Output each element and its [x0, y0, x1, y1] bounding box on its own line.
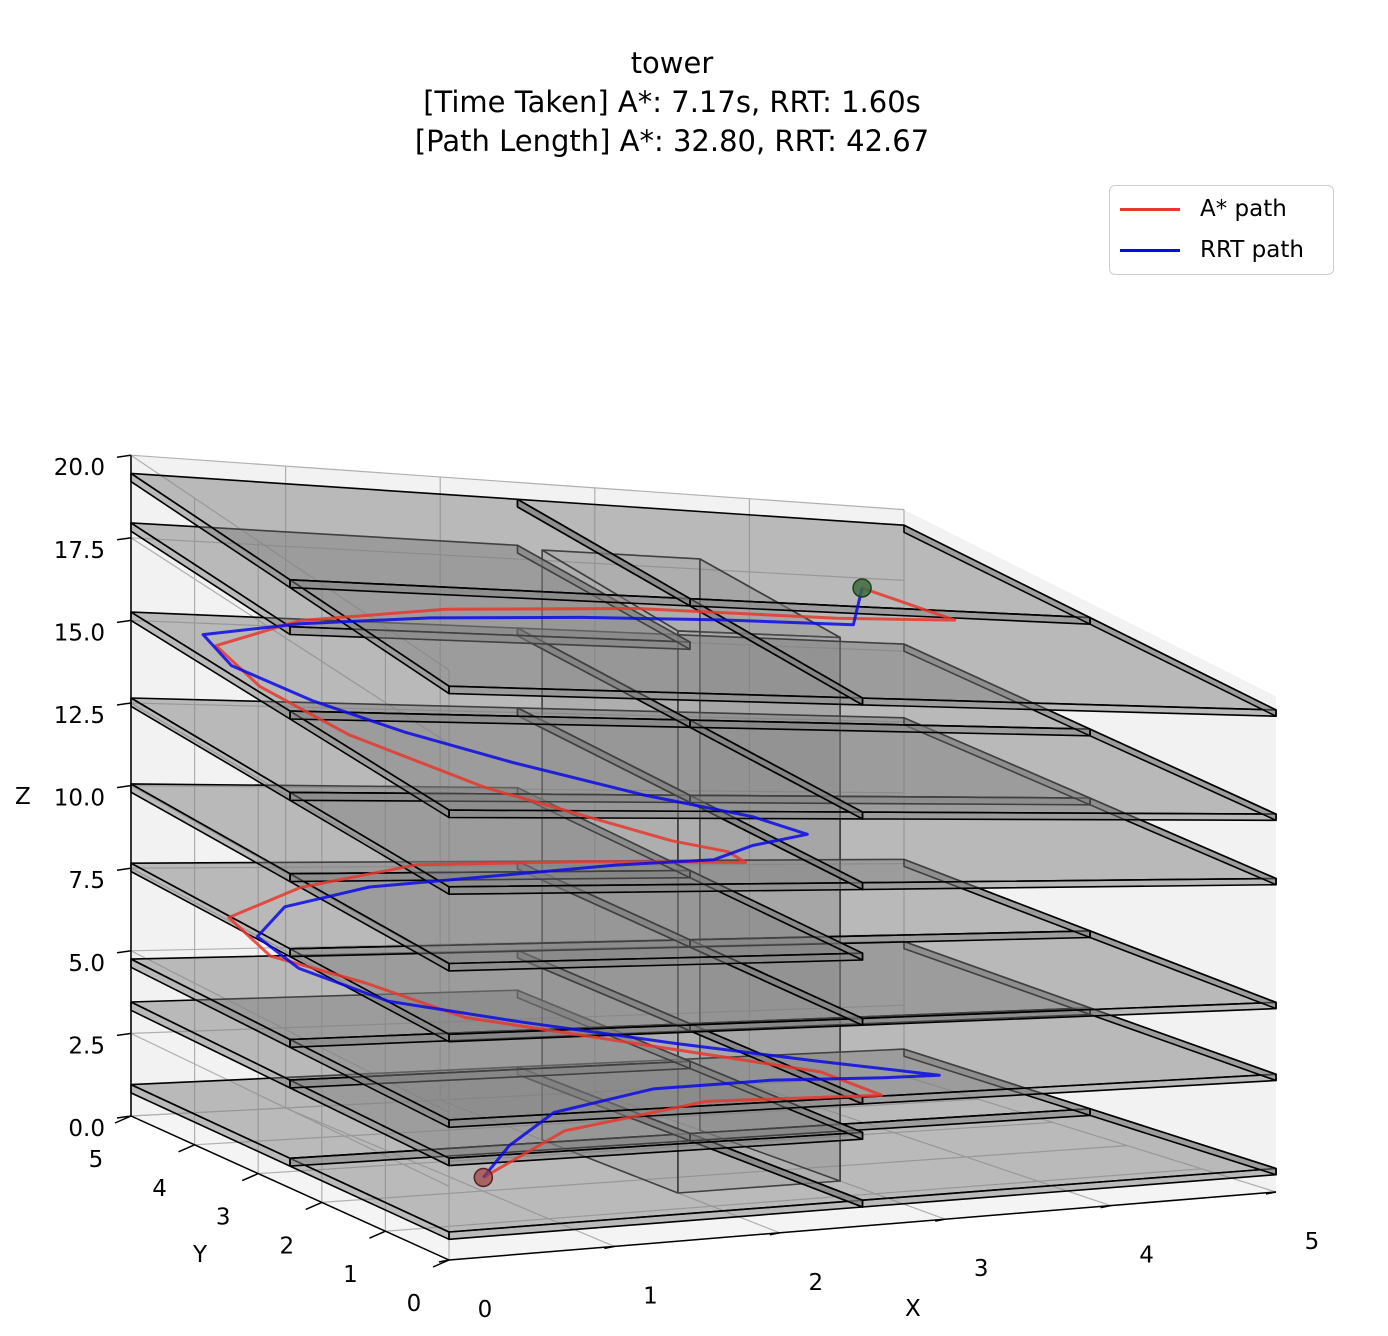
floor-slab — [689, 597, 1277, 718]
y-tick — [369, 1230, 386, 1239]
x-tick — [604, 1245, 615, 1250]
x-tick — [1100, 1204, 1111, 1209]
y-tick-label: 0 — [407, 1291, 422, 1317]
y-tick-label: 2 — [279, 1233, 294, 1259]
floor-slab — [289, 869, 864, 972]
start-marker — [473, 1167, 494, 1188]
obstacle-face — [130, 1001, 291, 1089]
z-tick-label: 17.5 — [54, 538, 105, 564]
legend-label-astar: A* path — [1200, 196, 1287, 222]
obstacle-face — [516, 498, 691, 607]
legend-swatch-astar — [1120, 207, 1180, 211]
y-tick — [432, 1259, 450, 1268]
chart-title: tower — [630, 46, 714, 80]
z-tick-label: 5.0 — [68, 951, 105, 977]
x-axis-title: X — [905, 1296, 921, 1322]
x-tick-label: 5 — [1305, 1229, 1320, 1255]
floor-slab — [689, 719, 1277, 822]
y-tick — [114, 1115, 132, 1124]
obstacle-face — [130, 1083, 291, 1167]
z-axis-title: Z — [15, 784, 31, 810]
x-tick — [935, 1218, 946, 1222]
x-axis-line — [448, 1191, 1277, 1261]
legend-label-rrt: RRT path — [1200, 237, 1304, 263]
obstacle-face — [130, 697, 291, 802]
legend-swatch-rrt — [1120, 248, 1180, 252]
z-tick — [116, 702, 132, 706]
x-tick-label: 0 — [478, 1297, 493, 1323]
z-tick-label: 10.0 — [54, 786, 105, 812]
z-tick — [116, 537, 132, 541]
x-tick — [769, 1232, 780, 1236]
obstacle-face — [130, 472, 291, 589]
x-tick-label: 3 — [974, 1256, 989, 1282]
z-tick — [116, 1032, 132, 1037]
obstacle-face — [130, 522, 291, 636]
rrt-path-line — [201, 587, 941, 1179]
tick-labels: 0 1 2 3 4 5 0 1 2 3 4 5 0.0 2.5 5.0 7.5 10.0 12.5 15.0 17.5… — [54, 455, 1320, 1323]
obstacle-face — [903, 524, 1091, 626]
obstacle-face — [130, 611, 291, 720]
legend: A* path RRT path — [1109, 185, 1334, 275]
x-tick-label: 4 — [1139, 1243, 1154, 1269]
z-tick-label: 2.5 — [68, 1033, 105, 1059]
legend-entry-rrt: RRT path — [1120, 235, 1304, 265]
y-axis-title: Y — [192, 1242, 208, 1268]
y-tick-label: 3 — [216, 1205, 231, 1231]
z-tick — [116, 784, 132, 789]
y-tick-label: 1 — [343, 1262, 358, 1288]
z-tick — [116, 619, 132, 624]
x-tick-label: 2 — [808, 1270, 823, 1296]
obstacle-face — [448, 809, 864, 820]
x-tick-label: 1 — [643, 1283, 658, 1309]
chart-subtitle-length: [Path Length] A*: 32.80, RRT: 42.67 — [414, 124, 930, 158]
paths-layer — [201, 578, 957, 1188]
z-tick-label: 12.5 — [54, 703, 105, 729]
y-tick — [241, 1172, 259, 1182]
chart-title-block: tower [Time Taken] A*: 7.17s, RRT: 1.60s… — [0, 44, 1344, 161]
y-axis-line — [130, 1115, 450, 1261]
x-tick — [1265, 1191, 1277, 1195]
z-tick-label: 7.5 — [68, 868, 105, 894]
chart-subtitle-time: [Time Taken] A*: 7.17s, RRT: 1.60s — [423, 85, 921, 119]
y-tick — [178, 1144, 195, 1153]
z-tick — [116, 1115, 132, 1119]
z-tick-label: 0.0 — [68, 1116, 105, 1142]
y-tick-label: 5 — [89, 1147, 104, 1173]
z-tick — [116, 867, 132, 871]
obstacles-layer — [130, 472, 1277, 1241]
y-tick — [305, 1201, 323, 1211]
floor-slab — [516, 498, 1091, 626]
goal-marker — [852, 578, 872, 598]
obstacle-face — [861, 811, 1277, 822]
z-tick-label: 15.0 — [54, 620, 105, 646]
obstacle-face — [130, 783, 291, 883]
obstacle-face — [130, 958, 291, 1049]
z-tick — [116, 454, 132, 458]
z-tick-label: 20.0 — [54, 455, 105, 481]
obstacle-face — [130, 862, 291, 958]
y-tick-label: 4 — [152, 1176, 167, 1202]
legend-entry-astar: A* path — [1120, 194, 1287, 224]
z-tick — [116, 950, 132, 954]
